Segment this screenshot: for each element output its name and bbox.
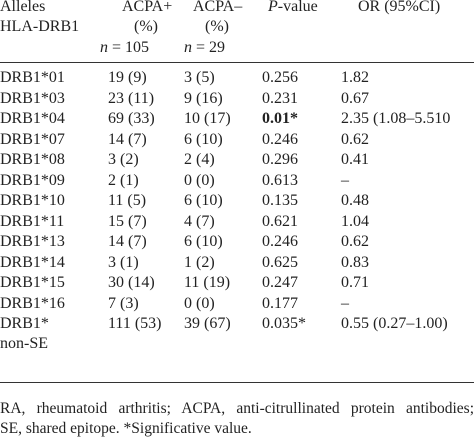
table-cell-p: 0.296: [262, 151, 298, 168]
table-cell-p: 0.177: [262, 294, 298, 312]
table-cell-pos: 11 (5): [108, 192, 147, 209]
header-acpa-neg-n: n = 29: [184, 38, 225, 58]
header-alleles-line2: HLA-DRB1: [0, 18, 80, 35]
footnote-line1: RA, rheumatoid arthritis; ACPA, anti-cit…: [0, 400, 474, 417]
n-value: = 29: [192, 39, 226, 56]
table-cell-or: 1.82: [341, 69, 369, 86]
table-cell-or: 1.04: [341, 212, 369, 230]
table-cell-pos: 30 (14): [108, 274, 155, 291]
table-cell-p: 0.246: [262, 233, 298, 250]
table-cell-pos: 14 (7): [108, 130, 147, 148]
p-symbol: P: [268, 0, 278, 15]
table-cell-or: 0.62: [341, 130, 369, 148]
header-alleles-line1: Alleles: [0, 0, 46, 15]
table-cell-p: 0.135: [262, 192, 298, 209]
header-acpa-pos-line2: (%): [134, 18, 158, 35]
table-cell-allele: DRB1*15: [0, 274, 65, 291]
table-cell-p: 0.621: [262, 212, 298, 230]
table-cell-neg: 11 (19): [184, 274, 231, 291]
table-cell-neg: 6 (10): [184, 233, 223, 250]
header-acpa-neg-line2: (%): [205, 18, 229, 35]
table-cell-p: 0.625: [262, 253, 298, 271]
table-cell-pos: 69 (33): [108, 110, 155, 127]
table-cell-or: 0.67: [341, 89, 369, 107]
table-cell-allele-line2: non-SE: [0, 335, 48, 352]
table-cell-p: 0.035*: [262, 315, 306, 332]
table-cell-pos: 15 (7): [108, 212, 147, 230]
table-cell-p: 0.256: [262, 69, 298, 86]
table-cell-or: 0.48: [341, 192, 369, 209]
table-cell-or: –: [341, 294, 349, 312]
bottom-rule: [0, 382, 474, 383]
table-cell-neg: 6 (10): [184, 130, 223, 148]
table-cell-or: –: [341, 171, 349, 189]
table-cell-neg: 0 (0): [184, 294, 215, 312]
p-label: -value: [277, 0, 318, 15]
table-cell-p: 0.247: [262, 274, 298, 291]
table-cell-neg: 2 (4): [184, 151, 215, 168]
table-cell-neg: 1 (2): [184, 253, 215, 271]
table-cell-or: 0.62: [341, 233, 369, 250]
table-cell-allele: DRB1*04: [0, 110, 65, 127]
table-cell-pos: 23 (11): [108, 89, 155, 107]
table-cell-allele: DRB1*08: [0, 151, 65, 168]
table-cell-or: 0.55 (0.27–1.00): [341, 315, 448, 332]
table-cell-pos: 19 (9): [108, 69, 147, 86]
table-cell-p: 0.01*: [262, 110, 298, 127]
table-cell-pos: 2 (1): [108, 171, 139, 189]
table-cell-p: 0.231: [262, 89, 298, 107]
table-cell-pos: 7 (3): [108, 294, 139, 312]
table-cell-allele: DRB1*16: [0, 294, 65, 312]
table-cell-neg: 0 (0): [184, 171, 215, 189]
footnote-line2: SE, shared epitope. *Significative value…: [0, 420, 252, 437]
table-cell-p: 0.246: [262, 130, 298, 148]
table-cell-pos: 14 (7): [108, 233, 147, 250]
header-acpa-pos-n: n = 105: [100, 38, 149, 58]
n-value: = 105: [108, 39, 150, 56]
table-cell-neg: 39 (67): [184, 315, 231, 332]
table-cell-pos: 3 (1): [108, 253, 139, 271]
table-cell-allele: DRB1*: [0, 315, 49, 332]
table-cell-allele: DRB1*07: [0, 130, 65, 148]
n-symbol: n: [100, 39, 108, 56]
table-cell-allele: DRB1*14: [0, 253, 65, 271]
table-cell-allele: DRB1*10: [0, 192, 65, 209]
header-or: OR (95%CI): [358, 0, 441, 15]
table-cell-or: 0.41: [341, 151, 369, 168]
header-acpa-neg-line1: ACPA–: [193, 0, 243, 15]
table-cell-neg: 4 (7): [184, 212, 215, 230]
table-cell-allele: DRB1*03: [0, 89, 65, 107]
table-cell-pos: 3 (2): [108, 151, 139, 168]
table-cell-or: 0.71: [341, 274, 369, 291]
table-cell-allele: DRB1*11: [0, 212, 65, 230]
table-cell-neg: 9 (16): [184, 89, 223, 107]
table-cell-allele: DRB1*09: [0, 171, 65, 189]
header-rule: [0, 62, 474, 63]
table-cell-or: 0.83: [341, 253, 369, 271]
header-acpa-pos-line1: ACPA+: [122, 0, 173, 15]
table-cell-or: 2.35 (1.08–5.510: [341, 110, 451, 127]
table-cell-neg: 6 (10): [184, 192, 223, 209]
table-cell-pos: 111 (53): [108, 315, 162, 332]
header-p-value: P-value: [268, 0, 318, 17]
table-cell-p: 0.613: [262, 171, 298, 189]
table-cell-allele: DRB1*13: [0, 233, 65, 250]
n-symbol: n: [184, 39, 192, 56]
table-cell-neg: 10 (17): [184, 110, 231, 127]
table-cell-neg: 3 (5): [184, 69, 215, 86]
table-cell-allele: DRB1*01: [0, 69, 65, 86]
